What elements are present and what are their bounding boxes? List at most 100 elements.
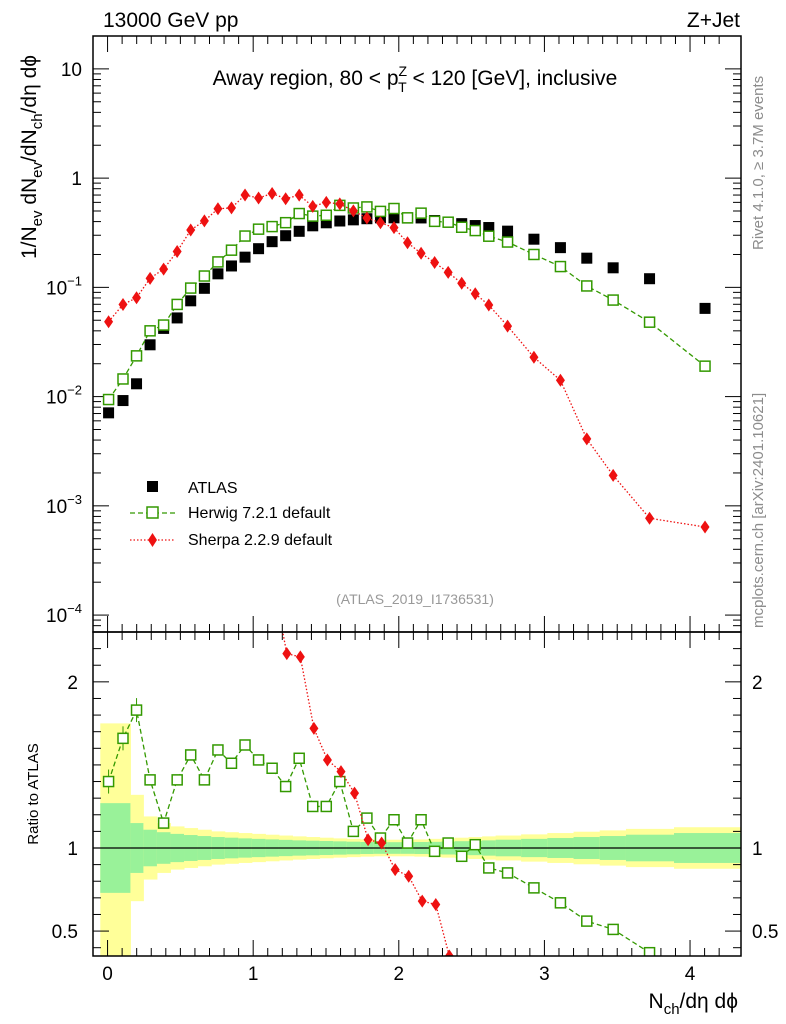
main-point-1 (239, 230, 251, 242)
main-point-2 (213, 202, 223, 216)
main-point-1 (483, 230, 495, 242)
ratio-sherpa-point (444, 949, 454, 956)
ratio-herwig-point (528, 882, 540, 894)
main-point-0 (171, 312, 183, 324)
x-tick-labels: 0 1 2 3 4 (102, 964, 695, 985)
rivet-version-label: Rivet 4.1.0, ≥ 3.7M events (750, 75, 767, 250)
main-point-2 (645, 511, 655, 525)
ratio-series-layer (102, 576, 656, 956)
main-point-0 (131, 378, 143, 390)
ratio-sherpa-point (350, 786, 360, 800)
main-point-2 (389, 221, 399, 235)
main-point-1 (102, 393, 115, 406)
ratio-sherpa-point (269, 576, 278, 589)
ratio-herwig-point (607, 923, 619, 936)
ratio-herwig-point (415, 814, 427, 826)
ratio-sherpa-point (295, 650, 305, 664)
ratio-uncertainty-band (100, 723, 742, 956)
ratio-herwig-point (455, 850, 468, 863)
process-label: Z+Jet (687, 9, 740, 32)
main-point-2 (430, 255, 440, 269)
ratio-herwig-point (225, 757, 238, 770)
ratio-herwig-point (171, 774, 183, 786)
ratio-herwig-point (144, 774, 156, 786)
ratio-herwig-point (157, 817, 170, 829)
main-point-2 (416, 246, 426, 260)
main-ytick-label: 10−2 (46, 383, 82, 409)
main-point-1 (607, 294, 619, 306)
ratio-herwig-point (266, 762, 278, 774)
main-point-2 (375, 216, 385, 230)
main-point-2 (700, 520, 710, 534)
main-point-2 (281, 192, 291, 206)
main-point-2 (484, 298, 494, 312)
ratio-herwig-point (428, 845, 441, 858)
main-point-2 (118, 298, 128, 312)
main-point-2 (362, 211, 372, 225)
ratio-herwig-point (320, 800, 333, 813)
main-point-0 (581, 252, 593, 264)
main-point-1 (388, 202, 400, 215)
main-point-0 (293, 225, 305, 237)
ratio-ytick-label-right: 2 (752, 673, 763, 694)
main-point-2 (294, 188, 304, 202)
ratio-herwig-point (483, 862, 495, 874)
ratio-herwig-point (293, 752, 305, 765)
main-point-1 (252, 223, 265, 235)
main-point-2 (582, 432, 592, 446)
ratio-herwig-point (469, 838, 481, 851)
main-point-0 (528, 233, 540, 245)
ratio-clip-group (102, 576, 656, 956)
ratio-plot-frame (92, 631, 742, 957)
main-point-2 (403, 236, 413, 250)
legend-herwig-marker (146, 506, 159, 519)
ratio-herwig-point (239, 739, 251, 751)
main-point-0 (307, 220, 319, 232)
main-point-0 (347, 214, 359, 226)
main-point-2 (226, 201, 236, 215)
main-point-1 (501, 236, 514, 248)
legend-sherpa-marker (148, 533, 157, 547)
main-point-1 (225, 244, 238, 256)
ratio-sherpa-point (390, 863, 400, 877)
main-point-1 (699, 360, 711, 372)
x-tick-label: 4 (685, 964, 696, 985)
ratio-sherpa-point (363, 833, 373, 847)
main-point-2 (529, 350, 539, 364)
ratio-ytick-label-right: 0.5 (752, 922, 778, 943)
ratio-herwig-point (212, 744, 224, 756)
analysis-id: (ATLAS_2019_I1736531) (336, 591, 494, 607)
main-y-tick-labels: 10−4 10−3 10−2 10−1 1 10 (46, 60, 82, 627)
legend-entry-herwig: Herwig 7.2.1 default (130, 505, 331, 522)
main-point-2 (240, 188, 250, 202)
main-ytick-label: 10−4 (46, 601, 82, 627)
x-tick-label: 3 (539, 964, 550, 985)
ratio-sherpa-point (322, 753, 332, 767)
ratio-herwig-point (184, 749, 197, 761)
main-point-2 (254, 191, 264, 205)
main-point-1 (198, 270, 211, 282)
main-point-2 (172, 244, 182, 258)
x-tick-label: 0 (102, 964, 113, 985)
x-tick-label: 1 (248, 964, 259, 985)
ratio-sherpa-point (282, 647, 292, 661)
main-point-1 (212, 256, 224, 268)
ratio-ytick-label: 1 (67, 839, 78, 860)
ratio-herwig-point (306, 800, 319, 813)
ratio-herwig-point (347, 825, 360, 838)
legend-entry-atlas: ATLAS (147, 480, 238, 497)
ratio-y-axis-label: Ratio to ATLAS (25, 743, 42, 844)
main-point-0 (198, 282, 210, 294)
main-point-1 (455, 221, 468, 234)
ratio-herwig-point (334, 775, 346, 788)
ratio-herwig-point (554, 897, 567, 909)
main-point-2 (104, 315, 114, 329)
main-point-1 (157, 319, 170, 331)
ratio-y-tick-labels: 0.5 0.5 1 1 2 2 (52, 673, 779, 943)
main-series-layer (102, 187, 711, 534)
ratio-ytick-label: 0.5 (52, 922, 78, 943)
ratio-sherpa-point (309, 721, 319, 735)
main-y-axis-label: 1/Nev dNev/dNch/dη dϕ (18, 55, 46, 259)
legend: ATLAS Herwig 7.2.1 default Sherpa 2.2.9 … (130, 480, 333, 549)
main-point-1 (528, 248, 540, 261)
